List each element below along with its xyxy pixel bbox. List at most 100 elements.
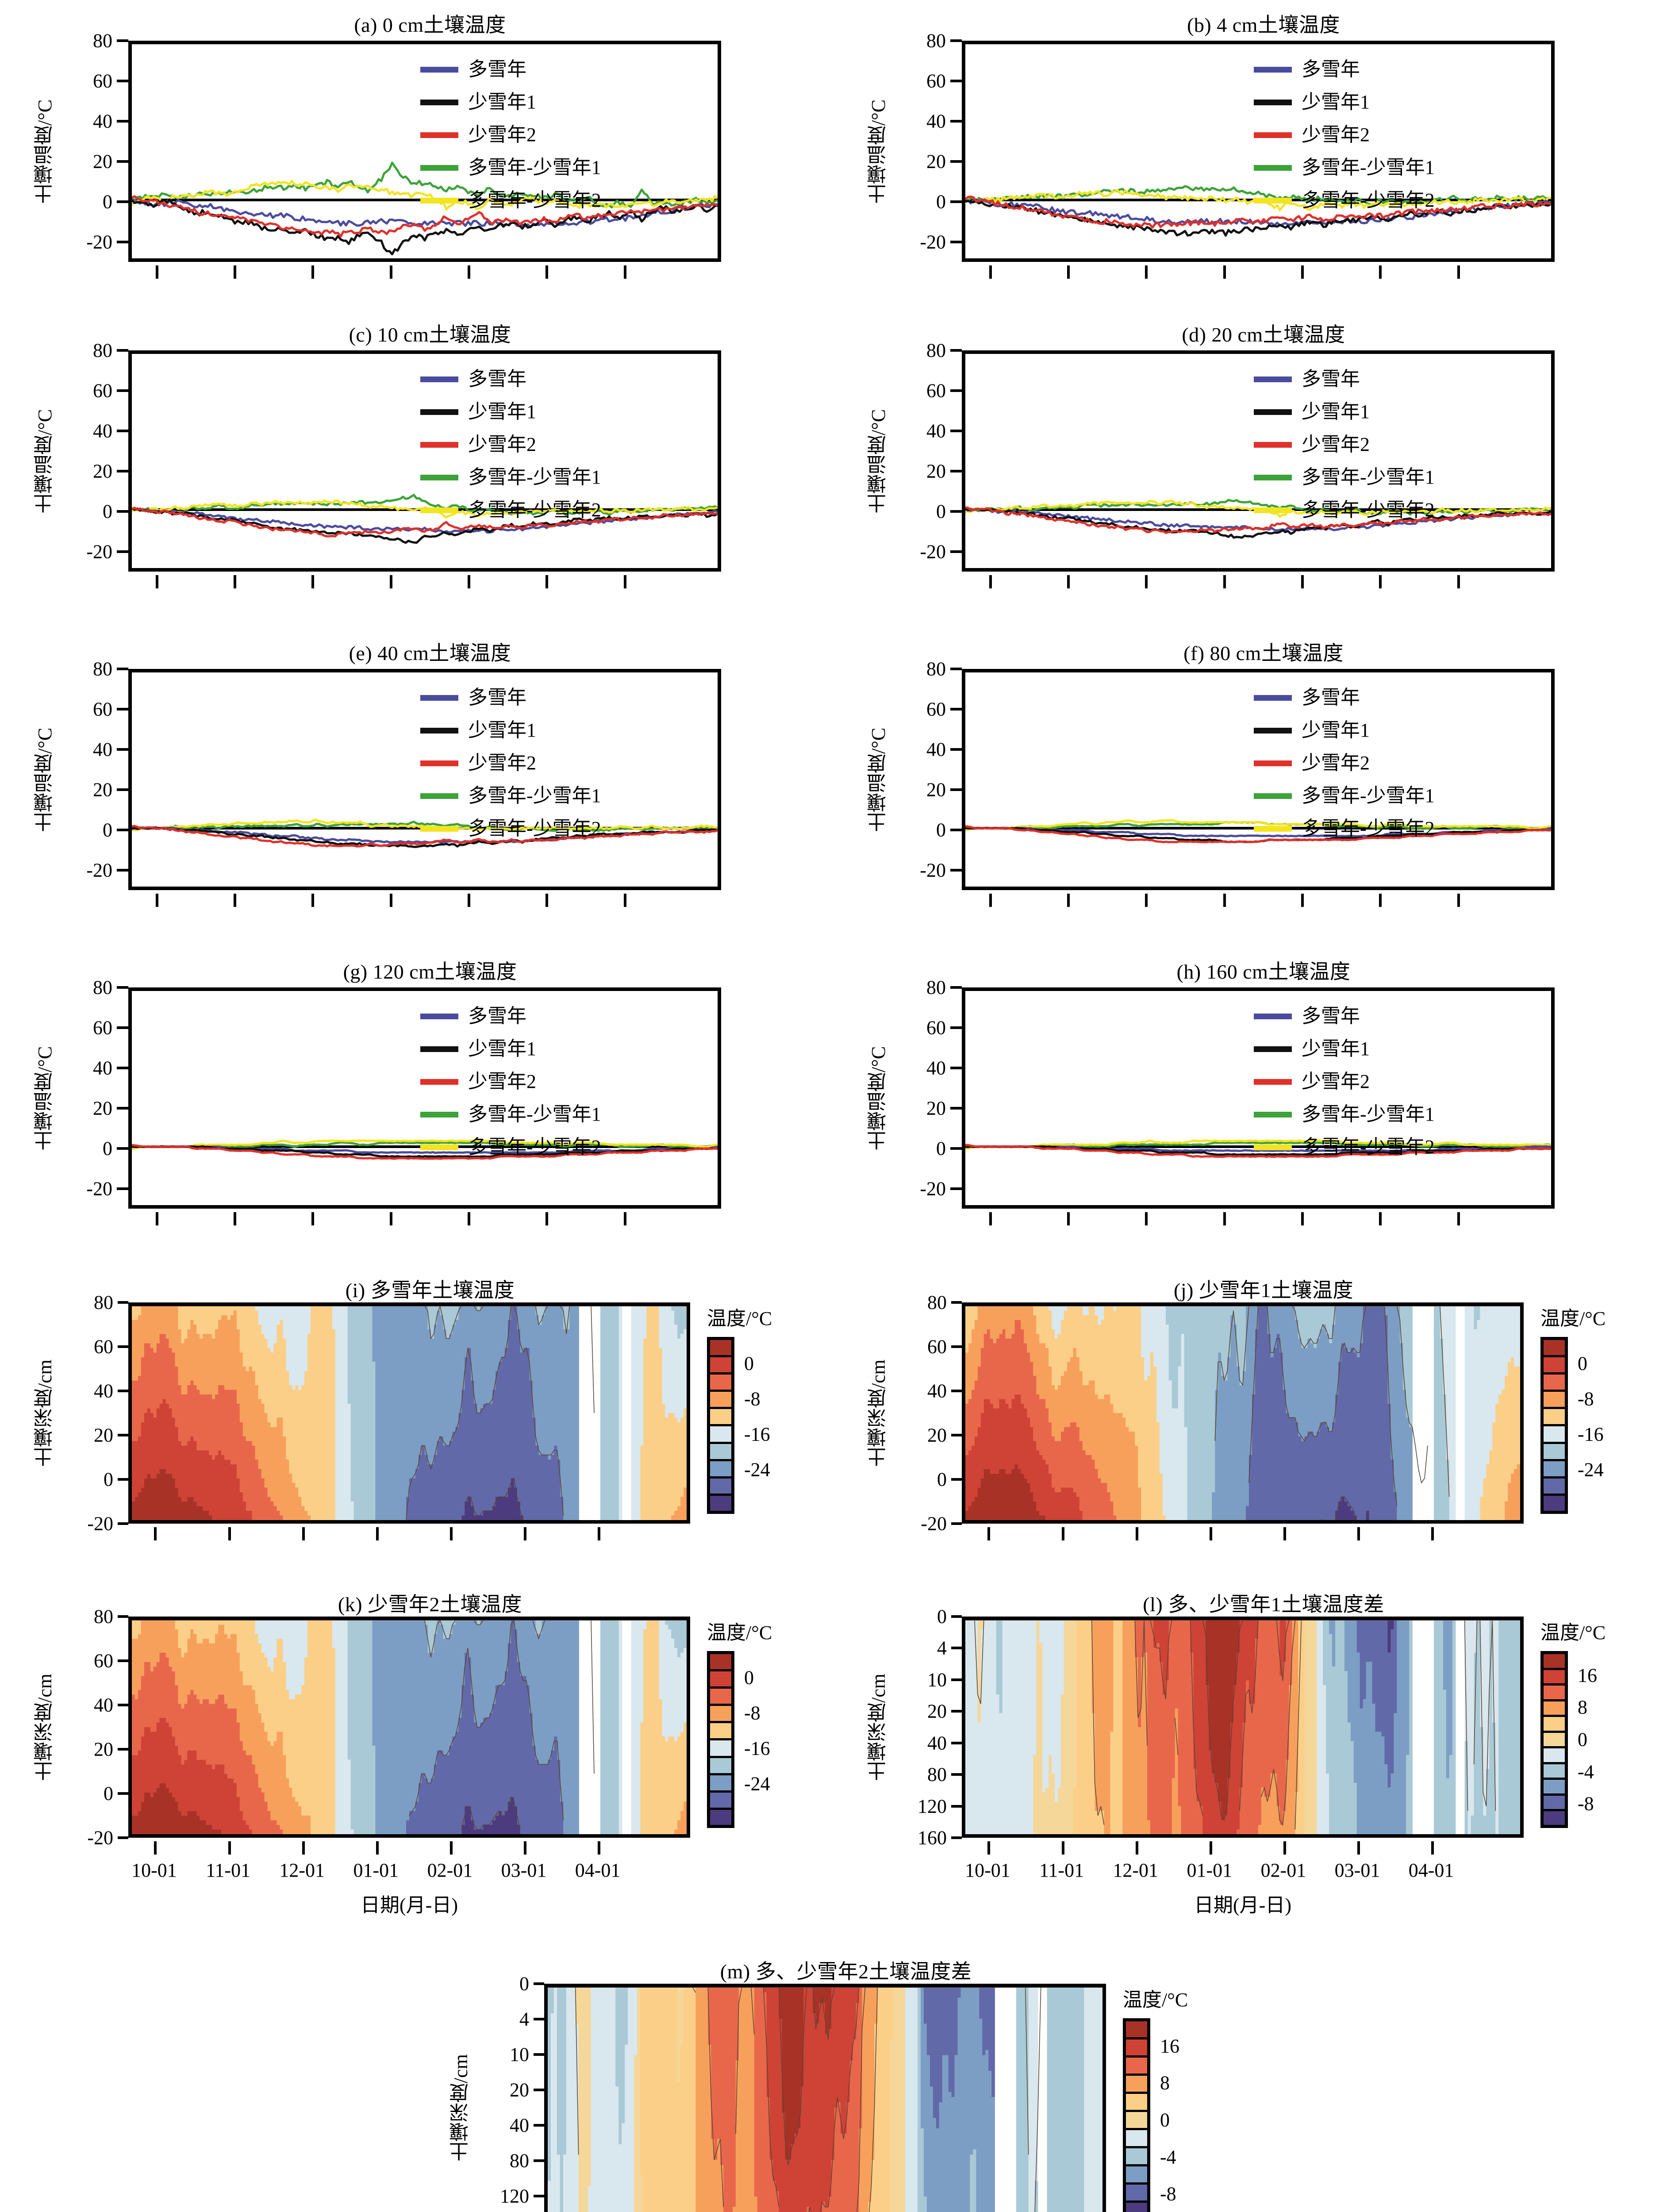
contour-band: [1406, 1755, 1410, 1834]
legend-entry-shaoxue1[interactable]: 少雪年1: [420, 1033, 601, 1065]
contour-band: [1270, 1620, 1274, 1774]
contour-band: [1326, 1620, 1329, 1774]
contour-band: [206, 1620, 209, 1639]
legend-entry-duoxue[interactable]: 多雪年: [420, 53, 601, 86]
contour-band: [520, 1306, 524, 1353]
contour-band: [965, 1352, 969, 1404]
legend-entry-shaoxue2[interactable]: 少雪年2: [1254, 1065, 1435, 1098]
legend-entry-shaoxue2[interactable]: 少雪年2: [1254, 119, 1435, 151]
contour-band: [218, 1450, 222, 1520]
legend-entry-diff1[interactable]: 多雪年-少雪年1: [1254, 1098, 1435, 1131]
contour-band: [1079, 1620, 1083, 1834]
contour-band: [1202, 1620, 1206, 1834]
legend-entry-shaoxue2[interactable]: 少雪年2: [1254, 747, 1435, 780]
contour-band: [615, 1306, 619, 1520]
x-tick-mark: [987, 1527, 991, 1540]
series-line-少雪年1: [132, 827, 718, 847]
legend-entry-shaoxue2[interactable]: 少雪年2: [420, 119, 601, 151]
legend-entry-shaoxue1[interactable]: 少雪年1: [420, 396, 601, 428]
legend-entry-duoxue[interactable]: 多雪年: [1254, 681, 1435, 714]
legend-entry-shaoxue2[interactable]: 少雪年2: [1254, 428, 1435, 461]
contour-band: [1384, 1764, 1388, 1834]
contour-band: [212, 1459, 215, 1520]
legend-entry-shaoxue1[interactable]: 少雪年1: [1254, 1033, 1435, 1065]
legend-swatch-shaoxue2: [1254, 760, 1292, 766]
contour-band: [502, 1497, 505, 1520]
contour-band: [957, 1997, 961, 2212]
legend-entry-shaoxue1[interactable]: 少雪年1: [420, 86, 601, 119]
contour-band: [203, 1759, 206, 1820]
legend-entry-diff2[interactable]: 多雪年-少雪年2: [1254, 812, 1435, 845]
y-tick-mark: [534, 2124, 544, 2127]
contour-band: [1113, 1306, 1117, 1311]
legend-entry-diff1[interactable]: 多雪年-少雪年1: [420, 780, 601, 812]
legend-entry-diff2[interactable]: 多雪年-少雪年2: [1254, 494, 1435, 526]
colorbar-tick-label: 0: [1160, 2109, 1170, 2131]
legend-entry-duoxue[interactable]: 多雪年: [420, 363, 601, 396]
legend-d: 多雪年 少雪年1 少雪年2 多雪年-少雪年1 多雪年-少雪年2: [1254, 363, 1435, 526]
contour-band: [311, 1306, 314, 1520]
legend-entry-duoxue[interactable]: 多雪年: [420, 1000, 601, 1033]
y-tick-mark: [951, 1805, 962, 1808]
contour-band: [572, 1306, 576, 1520]
legend-entry-diff2[interactable]: 多雪年-少雪年2: [420, 184, 601, 217]
legend-entry-diff2[interactable]: 多雪年-少雪年2: [1254, 184, 1435, 217]
legend-label-diff2: 多雪年-少雪年2: [1302, 818, 1435, 839]
legend-entry-diff1[interactable]: 多雪年-少雪年1: [1254, 461, 1435, 494]
legend-entry-shaoxue1[interactable]: 少雪年1: [420, 714, 601, 747]
contour-band: [175, 1427, 179, 1488]
contour-band: [803, 1987, 807, 2212]
contour-band: [1082, 1620, 1086, 1834]
contour-band: [264, 1487, 268, 1520]
contour-band: [283, 1755, 287, 1834]
y-tick-mark: [118, 1345, 128, 1348]
legend-entry-duoxue[interactable]: 多雪年: [1254, 1000, 1435, 1033]
legend-entry-shaoxue1[interactable]: 少雪年1: [1254, 714, 1435, 747]
contour-band: [147, 1343, 151, 1409]
contour-band: [1301, 1620, 1305, 1834]
contour-band: [486, 1306, 490, 1404]
legend-entry-diff1[interactable]: 多雪年-少雪年1: [420, 461, 601, 494]
contour-band: [1221, 1820, 1225, 1834]
legend-swatch-diff2: [420, 1144, 458, 1150]
legend-entry-diff2[interactable]: 多雪年-少雪年2: [420, 1131, 601, 1164]
legend-entry-diff2[interactable]: 多雪年-少雪年2: [420, 812, 601, 845]
legend-entry-shaoxue2[interactable]: 少雪年2: [420, 428, 601, 461]
contour-band: [766, 2097, 770, 2212]
contour-band: [209, 1824, 212, 1834]
contour-band: [443, 1445, 447, 1520]
legend-entry-diff1[interactable]: 多雪年-少雪年1: [1254, 151, 1435, 184]
contour-band: [948, 2092, 952, 2212]
legend-entry-diff2[interactable]: 多雪年-少雪年2: [1254, 1131, 1435, 1164]
contour-band: [289, 1787, 293, 1834]
contour-band: [280, 1320, 284, 1418]
y-tick-label: 0: [937, 1468, 947, 1490]
x-tick-mark: [1145, 575, 1148, 588]
legend-entry-diff1[interactable]: 多雪年-少雪年1: [1254, 780, 1435, 812]
contour-band: [560, 1620, 564, 1802]
legend-entry-duoxue[interactable]: 多雪年: [1254, 363, 1435, 396]
contour-band: [147, 1306, 151, 1344]
contour-band: [1085, 1620, 1089, 1834]
contour-band: [1193, 1769, 1197, 1834]
legend-entry-shaoxue2[interactable]: 少雪年2: [420, 1065, 601, 1098]
colorbar-tick-label: -4: [1160, 2146, 1176, 2168]
legend-entry-shaoxue1[interactable]: 少雪年1: [1254, 396, 1435, 428]
contour-band: [156, 1473, 160, 1520]
contour-band: [1021, 1329, 1025, 1404]
legend-entry-diff2[interactable]: 多雪年-少雪年2: [420, 494, 601, 526]
contour-band: [988, 2071, 992, 2212]
line-panel-h: (h) 160 cm土壤温度 土壤温度/°C 80 60 40 20 0 -20 多雪年 少雪年1…: [860, 956, 1667, 1248]
contour-band: [1267, 1334, 1271, 1520]
y-tick-mark: [951, 1741, 962, 1744]
contour-band: [566, 1329, 570, 1520]
legend-entry-shaoxue1[interactable]: 少雪年1: [1254, 86, 1435, 119]
legend-entry-diff1[interactable]: 多雪年-少雪年1: [420, 1098, 601, 1131]
legend-entry-shaoxue2[interactable]: 少雪年2: [420, 747, 601, 780]
contour-band: [659, 1620, 663, 1699]
legend-entry-diff1[interactable]: 多雪年-少雪年1: [420, 151, 601, 184]
legend-entry-duoxue[interactable]: 多雪年: [420, 681, 601, 714]
contour-band: [1215, 1620, 1219, 1783]
legend-entry-duoxue[interactable]: 多雪年: [1254, 53, 1435, 86]
contour-band: [1156, 1643, 1160, 1834]
